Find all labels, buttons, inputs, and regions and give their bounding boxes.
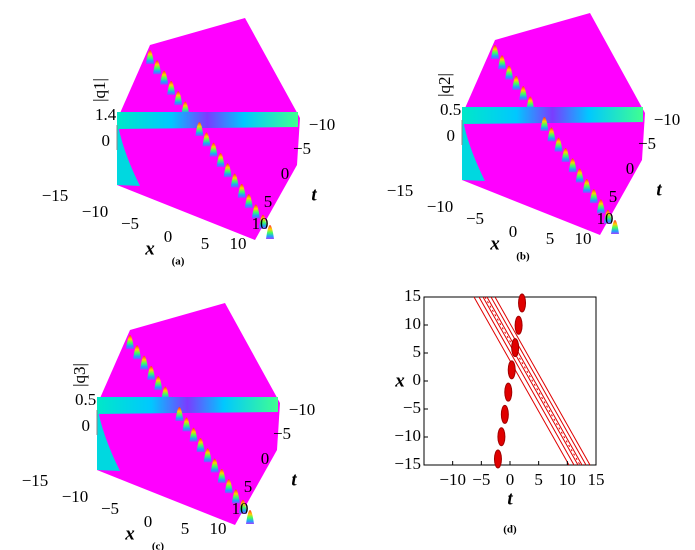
- x-tick-label: 5: [181, 519, 190, 538]
- x-tick-label: 15: [588, 470, 605, 489]
- x-tick-label: −15: [387, 181, 414, 200]
- x-tick-label: −10: [82, 202, 109, 221]
- t-axis-label: t: [291, 469, 297, 490]
- x-tick-label: −5: [472, 470, 490, 489]
- y-tick-label: 5: [413, 342, 422, 361]
- t-axis-label: t: [656, 179, 662, 200]
- t-axis-label: t: [311, 184, 317, 205]
- contour-oval: [504, 382, 513, 402]
- z-axis-label: |q2|: [435, 73, 454, 97]
- t-tick-label: 5: [264, 192, 273, 211]
- contour-oval: [497, 427, 506, 447]
- x-tick-label: 10: [575, 229, 592, 248]
- contour-lines: [473, 296, 591, 466]
- t-tick-label: 10: [252, 214, 269, 233]
- x-axis-label: x: [124, 523, 135, 544]
- contour-oval: [507, 360, 516, 380]
- x-tick-label: 5: [201, 234, 210, 253]
- z-tick-label: 0: [102, 131, 111, 150]
- x-tick-label: −10: [62, 487, 89, 506]
- y-tick-label: 15: [404, 286, 421, 305]
- z-axis-label: |q3|: [70, 363, 89, 387]
- x-tick-label: 10: [559, 470, 576, 489]
- x-tick-label: 10: [230, 234, 247, 253]
- surface-plot: [96, 302, 281, 526]
- x-tick-label: 5: [534, 470, 543, 489]
- x-tick-label: −5: [121, 214, 139, 233]
- x-tick-label: −15: [42, 186, 69, 205]
- x-axis-label: x: [144, 238, 155, 259]
- contour-oval: [493, 449, 502, 469]
- t-tick-label: −10: [654, 110, 681, 129]
- x-tick-label: 0: [144, 512, 153, 531]
- x-tick-label: −10: [439, 470, 466, 489]
- x-tick-label: 0: [509, 222, 518, 241]
- plot-frame: [423, 296, 597, 466]
- t-tick-label: 0: [281, 164, 290, 183]
- t-tick-label: −5: [273, 424, 291, 443]
- surface-panels: |q1|01.4−15−10−50 5 10−10−50510xt(a)|q2|00…: [22, 12, 681, 550]
- z-tick-label: 0.5: [75, 390, 96, 409]
- panel-label: (d): [503, 524, 517, 536]
- t-tick-label: −10: [289, 400, 316, 419]
- z-tick-label: 0: [82, 416, 91, 435]
- x-tick-label: 0: [164, 227, 173, 246]
- t-tick-label: −10: [309, 115, 336, 134]
- t-tick-label: −5: [638, 134, 656, 153]
- contour-ovals: [493, 293, 527, 469]
- t-tick-label: 10: [597, 209, 614, 228]
- contour-oval: [514, 315, 523, 335]
- x-axis-label: t: [507, 488, 513, 509]
- y-tick-label: 10: [404, 314, 421, 333]
- contour-oval: [511, 338, 520, 358]
- t-tick-label: 0: [626, 159, 635, 178]
- panel-label: (c): [152, 541, 165, 550]
- y-tick-label: −5: [403, 398, 421, 417]
- t-tick-label: −5: [293, 139, 311, 158]
- t-tick-label: 5: [609, 187, 618, 206]
- x-tick-label: −5: [466, 209, 484, 228]
- x-tick-label: −10: [427, 197, 454, 216]
- t-tick-label: 10: [232, 499, 249, 518]
- x-tick-label: 0: [506, 470, 515, 489]
- x-tick-label: 5: [546, 229, 555, 248]
- z-tick-label: 0.5: [440, 100, 461, 119]
- z-axis-label: |q1|: [90, 78, 109, 102]
- z-tick-label: 0: [447, 126, 456, 145]
- contour-oval: [518, 293, 527, 313]
- x-tick-label: −5: [101, 499, 119, 518]
- surface-plot: [461, 12, 646, 236]
- x-tick-label: −15: [22, 471, 49, 490]
- z-tick-label: 1.4: [95, 105, 117, 124]
- y-axis-label: x: [394, 370, 405, 391]
- y-tick-label: −15: [394, 454, 421, 473]
- panel-label: (b): [516, 251, 530, 263]
- y-tick-label: 0: [413, 370, 422, 389]
- x-axis-label: x: [489, 233, 500, 254]
- y-tick-label: −10: [394, 426, 421, 445]
- t-tick-label: 5: [244, 477, 253, 496]
- surface-plot: [116, 17, 301, 241]
- panel-label: (a): [172, 256, 185, 268]
- t-tick-label: 0: [261, 449, 270, 468]
- x-tick-label: 10: [210, 519, 227, 538]
- contour-oval: [500, 404, 509, 424]
